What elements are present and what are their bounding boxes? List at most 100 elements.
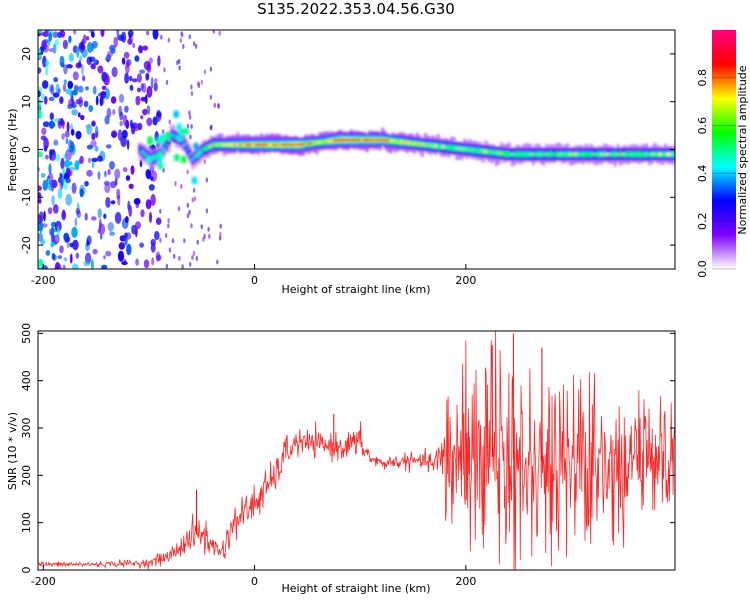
spectrogram-noise-blob [38, 214, 43, 224]
spectrogram-noise-blob [92, 59, 97, 64]
spectrogram-noise-blob [73, 84, 79, 92]
spectrogram-ridge-segment [539, 153, 543, 156]
spectrogram-noise-blob [64, 161, 71, 169]
spectrogram-y-tick-label: 0 [20, 146, 33, 153]
spectrogram-noise-blob [192, 250, 196, 256]
colorbar-tick-label: 0.6 [696, 117, 709, 135]
spectrogram-noise-blob [146, 85, 153, 98]
spectrogram-ridge-segment [294, 143, 298, 146]
spectrogram-noise-blob [119, 111, 124, 121]
spectrogram-ridge-segment [233, 143, 237, 146]
spectrogram-noise-blob [105, 144, 112, 149]
spectrogram-noise-blob [119, 235, 126, 242]
spectrogram-ridge-segment [516, 153, 519, 156]
spectrogram-noise-blob [82, 75, 86, 82]
spectrogram-noise-blob [43, 137, 49, 150]
spectrogram-noise-blob [162, 129, 165, 135]
spectrogram-noise-blob [190, 124, 193, 129]
spectrogram-ridge-segment [634, 153, 638, 156]
spectrogram-ridge-segment [653, 153, 657, 156]
spectrogram-ridge-segment [619, 153, 622, 156]
spectrogram-noise-blob [171, 238, 175, 244]
spectrogram-noise-blob [91, 216, 97, 221]
spectrogram-ridge-segment [415, 142, 419, 146]
spectrogram-ridge-segment [492, 151, 496, 154]
snr-y-tick-label: 300 [20, 418, 33, 439]
spectrogram-noise-blob [85, 124, 91, 129]
spectrogram-noise-blob [130, 165, 135, 175]
spectrogram-ridge-segment [468, 148, 472, 151]
spectrogram-ridge-segment [228, 143, 232, 146]
spectrogram-ridge-segment [214, 143, 218, 146]
spectrogram-noise-blob [69, 253, 73, 264]
spectrogram-noise-blob [125, 175, 131, 181]
spectrogram-noise-blob [104, 88, 110, 100]
spectrogram-noise-blob [101, 85, 107, 90]
spectrogram-noise-blob [77, 85, 84, 93]
spectrogram-noise-blob [112, 109, 116, 116]
spectrogram-y-tick-label: 20 [20, 47, 33, 61]
spectrogram-ridge-segment [616, 153, 620, 156]
spectrogram-ridge-segment [484, 150, 488, 153]
spectrogram-noise-blob [203, 159, 206, 164]
spectrogram-ridge-segment [397, 140, 401, 143]
spectrogram-noise-blob [105, 197, 111, 208]
spectrogram-noise-blob [79, 56, 83, 61]
spectrogram-noise-blob [218, 235, 222, 241]
spectrogram-ridge-segment [526, 153, 530, 156]
spectrogram-noise-blob [133, 122, 140, 132]
spectrogram-noise-blob [133, 198, 141, 205]
spectrogram-noise-blob [152, 30, 159, 40]
spectrogram-noise-blob [40, 135, 47, 141]
spectrogram-x-label: Height of straight line (km) [281, 283, 430, 296]
spectrogram-ridge-segment [455, 147, 459, 150]
spectrogram-noise-blob [135, 258, 140, 266]
spectrogram-ridge-segment [434, 144, 438, 148]
spectrogram-noise-blob [121, 261, 128, 266]
spectrogram-noise-blob [40, 93, 45, 100]
spectrogram-noise-blob [72, 239, 79, 251]
spectrogram-ridge-segment [217, 143, 221, 146]
spectrogram-noise-blob [186, 213, 190, 219]
spectrogram-ridge-segment [436, 145, 440, 148]
spectrogram-noise-blob [126, 243, 132, 256]
spectrogram-ridge-segment [600, 153, 604, 156]
spectrogram-noise-blob [219, 231, 222, 237]
spectrogram-noise-blob [213, 102, 216, 108]
spectrogram-noise-blob [193, 41, 196, 47]
spectrogram-ticks: -200 0 200 -20 -10 0 10 20 [20, 47, 675, 287]
spectrogram-noise-blob [65, 137, 69, 145]
spectrogram-noise-blob [182, 44, 185, 49]
spectrogram-noise-blob [138, 45, 143, 54]
spectrogram-ridge-segment [582, 153, 585, 156]
spectrogram-noise-blob [83, 100, 89, 108]
spectrogram-noise-blob [52, 43, 57, 55]
spectrogram-ridge-segment [204, 147, 208, 150]
spectrogram-ridge-segment [542, 153, 546, 156]
spectrogram-noise-blob [129, 84, 134, 91]
spectrogram-ridge-segment [188, 153, 192, 156]
spectrogram-noise-blob [119, 120, 123, 127]
spectrogram-noise-blob [134, 55, 140, 62]
spectrogram-noise-blob [59, 245, 64, 254]
spectrogram-noise-blob [50, 84, 55, 95]
spectrogram-ridge-segment [605, 153, 609, 156]
spectrogram-noise-blob [145, 169, 151, 179]
spectrogram-ridge-segment [185, 148, 189, 151]
spectrogram-noise-blob [41, 127, 47, 135]
spectrogram-noise-blob [38, 109, 43, 119]
spectrogram-ridge-segment [384, 139, 387, 142]
spectrogram-ridge-blob [182, 127, 189, 136]
spectrogram-ridge-segment [645, 153, 649, 156]
spectrogram-noise-blob [87, 235, 91, 241]
spectrogram-noise-blob [97, 92, 104, 97]
spectrogram-noise-blob [148, 211, 153, 224]
spectrogram-ridge-segment [402, 141, 406, 144]
spectrogram-noise-blob [38, 185, 42, 192]
spectrogram-noise-blob [103, 255, 106, 260]
spectrogram-ridge-segment [518, 153, 522, 156]
spectrogram-ridge-segment [288, 143, 292, 146]
colorbar-gradient [712, 30, 736, 269]
spectrogram-noise-blob [140, 82, 144, 91]
spectrogram-noise-blob [121, 31, 127, 43]
